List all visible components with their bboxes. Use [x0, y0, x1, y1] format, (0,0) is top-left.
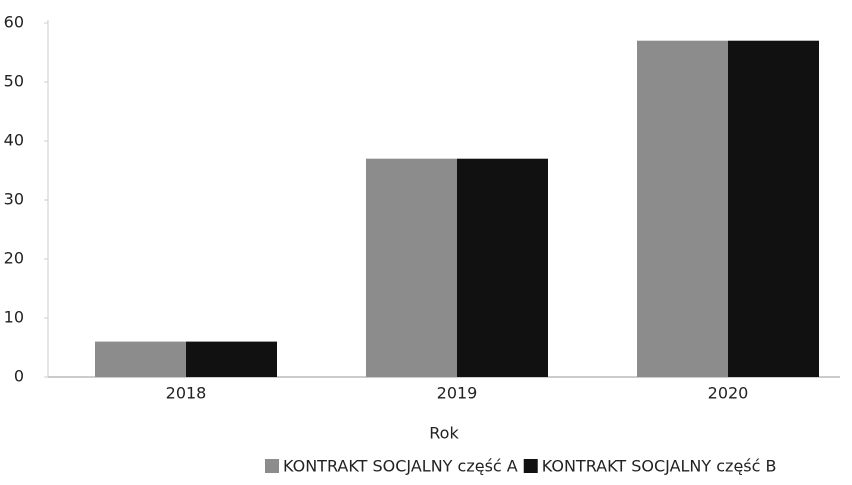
x-tick-label: 2018 [166, 384, 207, 403]
y-tick-label: 50 [4, 72, 24, 91]
y-tick-label: 30 [4, 190, 24, 209]
y-tick-label: 60 [4, 13, 24, 32]
y-tick-label: 0 [14, 367, 24, 386]
x-tick-label: 2020 [708, 384, 749, 403]
legend-swatch [265, 459, 279, 473]
legend-label: KONTRAKT SOCJALNY część B [542, 457, 777, 476]
bar [366, 158, 457, 377]
x-tick-label: 2019 [437, 384, 478, 403]
y-tick-label: 10 [4, 308, 24, 327]
bar [457, 158, 548, 377]
x-axis-label: Rok [429, 424, 459, 443]
legend-label: KONTRAKT SOCJALNY część A [283, 457, 518, 476]
bar [95, 341, 186, 377]
bar [728, 40, 819, 377]
legend-swatch [523, 459, 538, 473]
y-tick-label: 40 [4, 131, 24, 150]
bar [637, 40, 728, 377]
bar [186, 341, 277, 377]
y-tick-label: 20 [4, 249, 24, 268]
